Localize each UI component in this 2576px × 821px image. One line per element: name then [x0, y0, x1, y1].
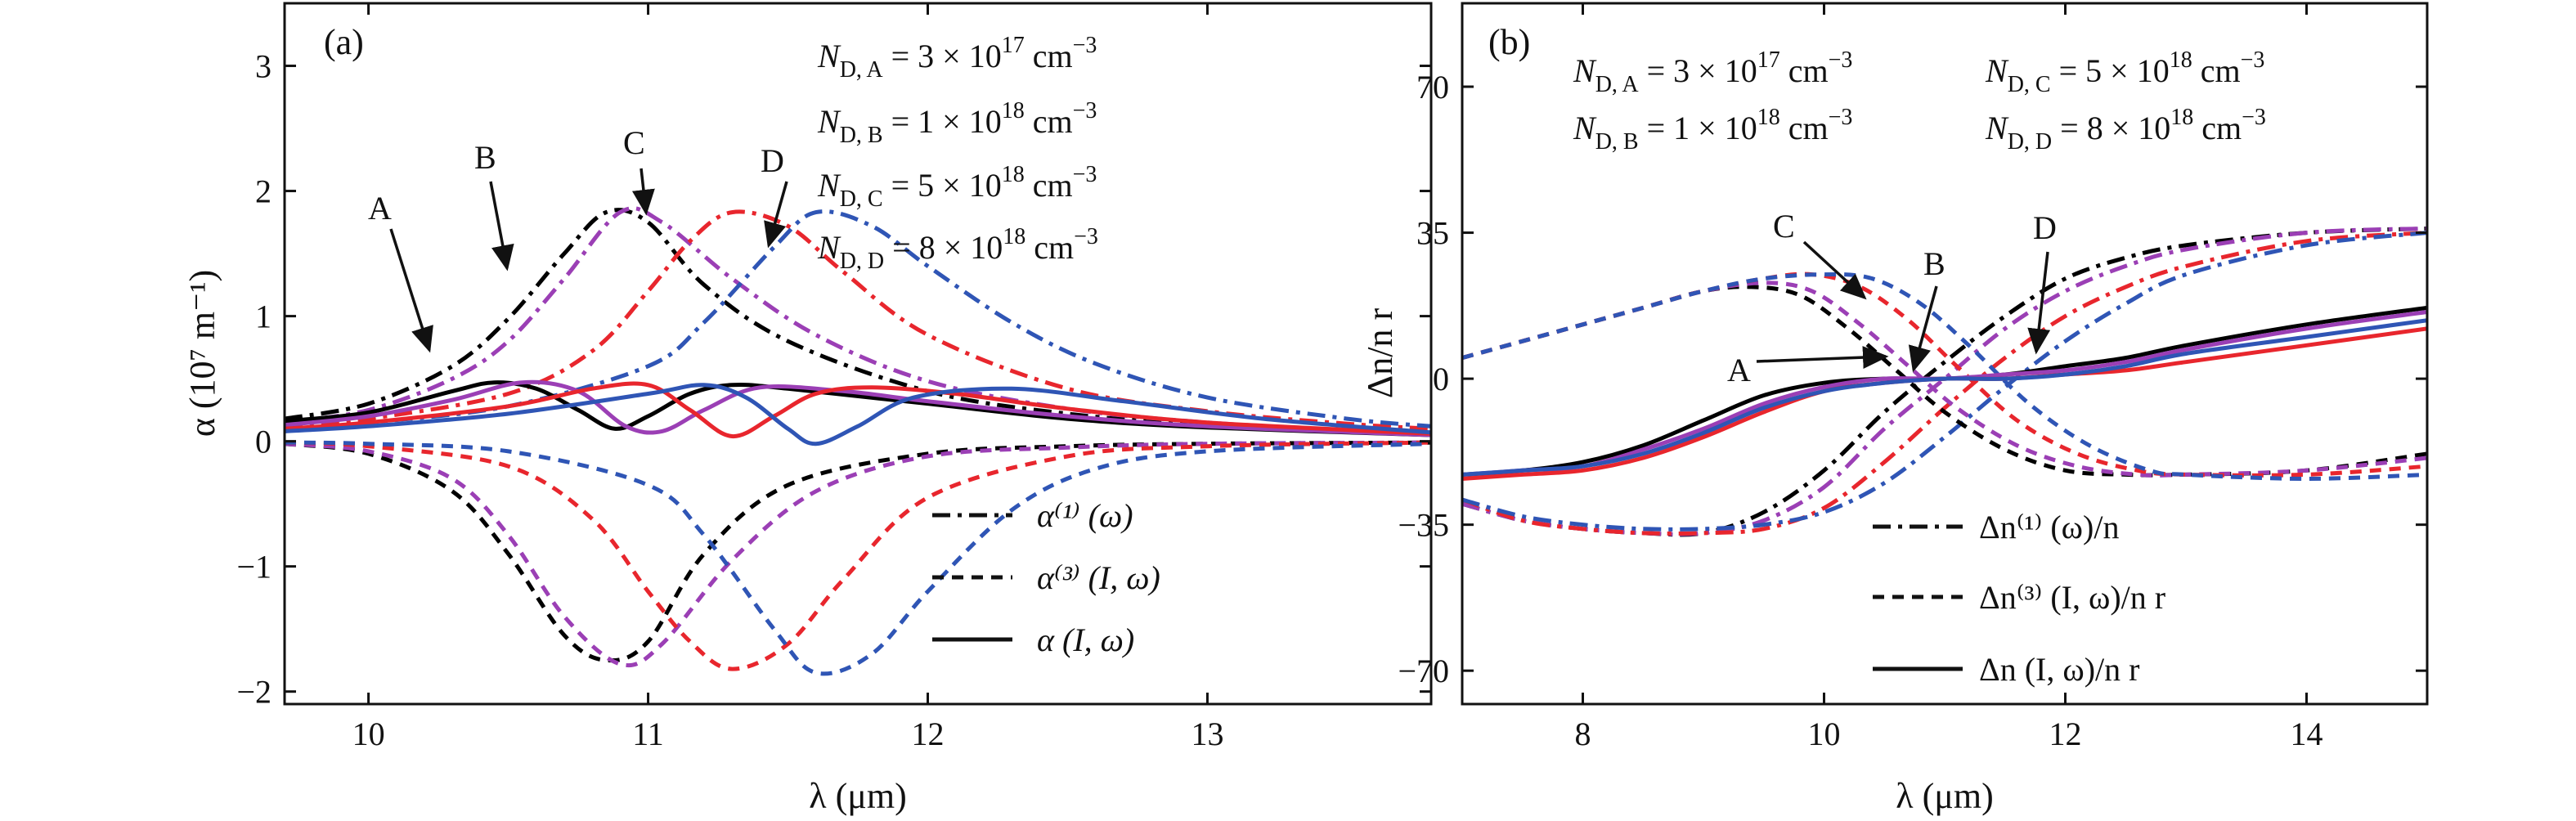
- panel-b-density-c: ND, C = 5 × 1018 cm−3: [1985, 47, 2264, 97]
- panel-b-series-dn3-a: [1462, 285, 2427, 478]
- panel-a-arrow-c: [631, 168, 655, 216]
- panel-a-x-tick-label: 12: [911, 716, 944, 752]
- panel-a-y-tick-label: −2: [236, 674, 272, 711]
- panel-a-density-a: ND, A = 3 × 1017 cm−3: [817, 33, 1097, 83]
- panel-b-x-tick-label: 10: [1808, 716, 1841, 752]
- panel-a-y-axis-title: α (10⁷ m⁻¹): [182, 270, 222, 437]
- panel-a-legend-dashdot-label: α⁽¹⁾ (ω): [1037, 497, 1133, 534]
- panel-a-x-tick-label: 13: [1191, 716, 1223, 752]
- panel-b-y-tick-label: 0: [1433, 361, 1449, 397]
- panel-a-curve-label-b: B: [474, 139, 496, 176]
- panel-a-legend-dash-label: α⁽³⁾ (I, ω): [1037, 559, 1160, 596]
- panel-a-y-tick-label: 0: [255, 424, 272, 460]
- panel-b-x-tick-label: 14: [2291, 716, 2323, 752]
- panel-b-series-dn-b: [1462, 310, 2427, 477]
- panel-b-legend-dashdot-label: Δn⁽¹⁾ (ω)/n: [1979, 509, 2119, 545]
- panel-b-legend: Δn⁽¹⁾ (ω)/n Δn⁽³⁾ (I, ω)/n r Δn (I, ω)/n…: [1873, 509, 2165, 688]
- panel-b-curves: [1462, 227, 2427, 537]
- panel-b-series-dn3-d: [1462, 272, 2427, 481]
- panel-b-density-a: ND, A = 3 × 1017 cm−3: [1573, 47, 1852, 97]
- panel-b-x-tick-label: 8: [1575, 716, 1591, 752]
- panel-a-curve-label-c: C: [623, 124, 645, 161]
- panel-a-legend: α⁽¹⁾ (ω) α⁽³⁾ (I, ω) α (I, ω): [932, 497, 1160, 658]
- panel-a-density-c: ND, C = 5 × 1018 cm−3: [817, 162, 1097, 212]
- panel-b-label: (b): [1488, 22, 1530, 62]
- panel-a-series-alpha-a: [285, 380, 1431, 437]
- panel-b-density-d: ND, D = 8 × 1018 cm−3: [1985, 105, 2266, 155]
- panel-b-y-tick-label: 70: [1416, 69, 1449, 105]
- panel-a-y-tick-label: −1: [236, 549, 272, 585]
- panel-a-label: (a): [324, 22, 364, 62]
- panel-b-y-tick-label: −35: [1398, 507, 1449, 544]
- panel-b-curve-label-d: D: [2033, 209, 2057, 246]
- panel-b: 8 10 12 14 −70 −35 0 35 70 (b) ND, A = 3 × 1017 …: [1360, 2, 2429, 816]
- panel-a-series-alpha3-b: [285, 440, 1431, 668]
- panel-b-legend-solid-label: Δn (I, ω)/n r: [1979, 651, 2139, 688]
- panel-a-series-alpha-b: [285, 379, 1431, 437]
- panel-a-series-alpha1-b: [285, 206, 1431, 435]
- panel-b-x-tick-label: 12: [2049, 716, 2082, 752]
- panel-a-curves: [285, 206, 1431, 676]
- panel-b-series-dn-d: [1462, 318, 2427, 477]
- panel-b-ticks: 8 10 12 14 −70 −35 0 35 70: [1398, 3, 2427, 752]
- panel-b-arrow-d: [2027, 251, 2051, 355]
- panel-b-x-axis-title: λ (μm): [1896, 776, 1993, 816]
- panel-a-y-tick-label: 1: [255, 298, 272, 335]
- panel-a-series-alpha3-a: [285, 440, 1431, 663]
- panel-a-curve-label-d: D: [761, 142, 784, 179]
- panel-a-arrow-a: [389, 228, 433, 353]
- panel-b-curve-label-a: A: [1727, 352, 1751, 388]
- panel-a-arrow-d: [764, 181, 788, 249]
- panel-b-y-axis-title: Δn/n r: [1360, 308, 1400, 399]
- panel-b-series-dn1-d: [1462, 231, 2427, 532]
- panel-a-density-b: ND, B = 1 × 1018 cm−3: [817, 98, 1097, 148]
- panel-a-density-d: ND, D = 8 × 1018 cm−3: [817, 224, 1098, 274]
- panel-b-y-tick-label: −70: [1398, 653, 1449, 689]
- panel-a-x-tick-label: 11: [632, 716, 664, 752]
- panel-a-curve-label-a: A: [368, 190, 392, 227]
- panel-b-legend-dash-label: Δn⁽³⁾ (I, ω)/n r: [1979, 579, 2165, 616]
- panel-b-arrow-c: [1802, 240, 1867, 300]
- panel-b-arrow-a: [1756, 346, 1889, 370]
- panel-a-frame: [283, 2, 1433, 706]
- panel-a-arrow-b: [489, 181, 514, 271]
- panel-b-density-b: ND, B = 1 × 1018 cm−3: [1573, 105, 1852, 155]
- panel-a-x-axis-title: λ (μm): [809, 776, 906, 816]
- panel-a-legend-solid-label: α (I, ω): [1037, 621, 1134, 658]
- panel-b-frame: [1461, 2, 2429, 706]
- panel-a-series-alpha3-d: [285, 440, 1431, 676]
- panel-a-series-alpha-d: [285, 383, 1431, 446]
- panel-a-x-tick-label: 10: [352, 716, 385, 752]
- panel-a-y-tick-label: 3: [255, 48, 272, 85]
- panel-a-y-tick-label: 2: [255, 173, 272, 210]
- panel-a-series-alpha3-c: [285, 440, 1431, 671]
- panel-b-arrow-b: [1908, 285, 1938, 373]
- panel-b-series-dn1-c: [1462, 231, 2427, 536]
- panel-b-curve-label-b: B: [1923, 245, 1945, 282]
- panel-b-curve-label-c: C: [1773, 208, 1795, 245]
- panel-b-y-tick-label: 35: [1416, 215, 1449, 252]
- panel-b-series-dn3-c: [1462, 271, 2427, 478]
